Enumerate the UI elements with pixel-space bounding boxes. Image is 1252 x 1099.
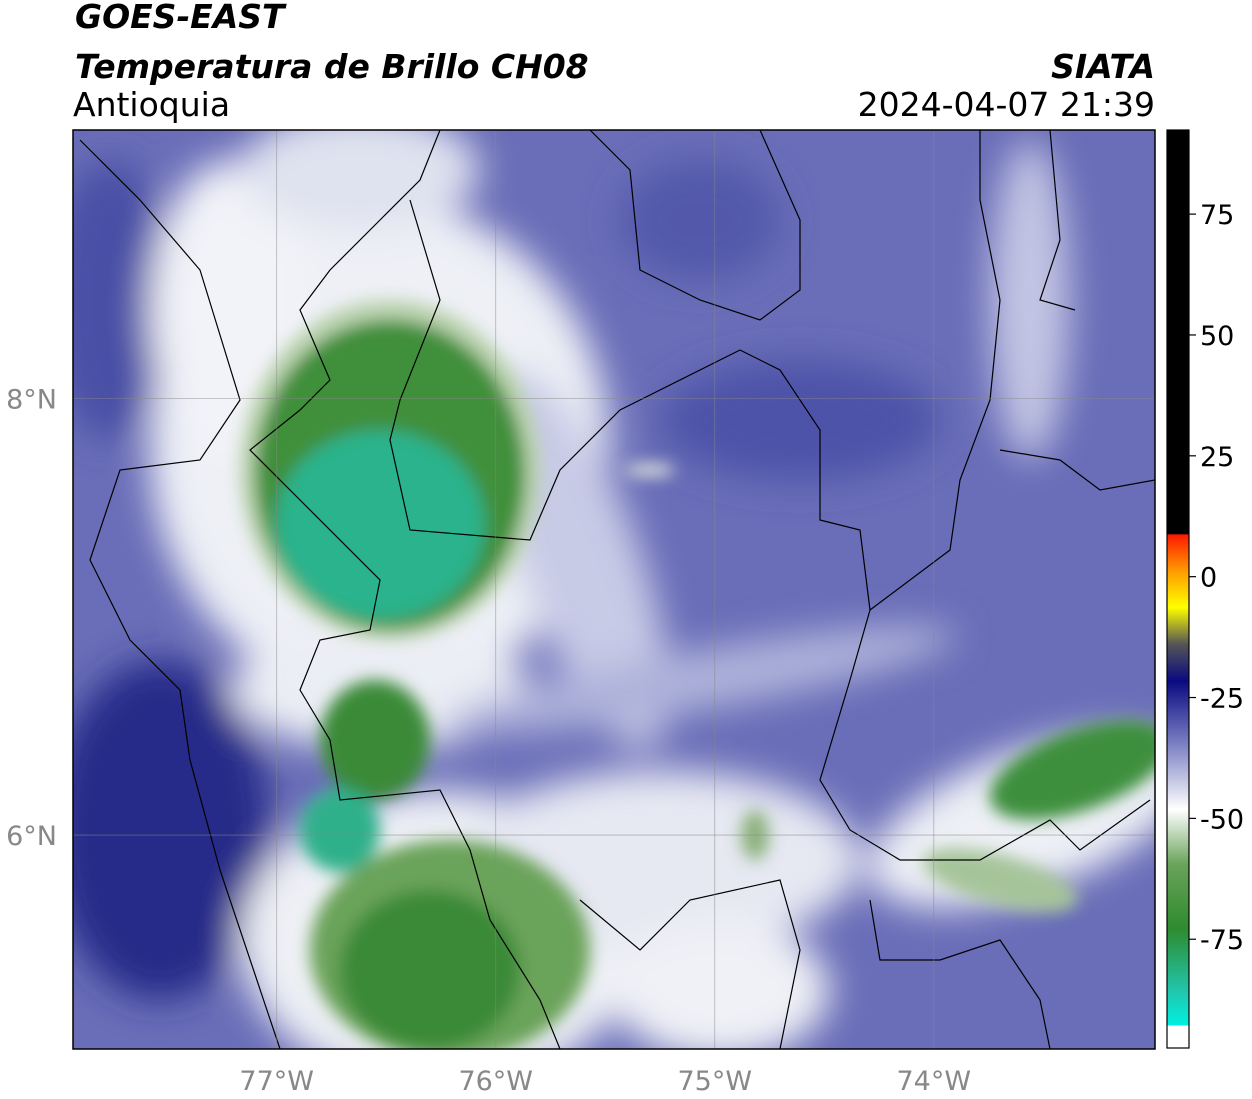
colorbar-tick-label: 75 — [1200, 200, 1234, 231]
x-tick-label: 74°W — [897, 1066, 972, 1097]
graticule — [73, 130, 1155, 1049]
colorbar-tick-label: 25 — [1200, 442, 1234, 473]
title: GOES-EAST — [75, 0, 287, 36]
subtitle: Temperatura de Brillo CH08 — [75, 47, 589, 86]
colorbar-ticks: 75 50 25 0 -25 -50 -75 — [1189, 200, 1244, 956]
y-tick-label: 8°N — [6, 384, 57, 415]
colorbar — [1166, 129, 1190, 1049]
satellite-image — [73, 130, 1155, 1049]
boundaries — [79, 130, 1155, 1049]
map-frame — [72, 129, 1156, 1050]
colorbar-tick-label: -50 — [1200, 804, 1244, 835]
colorbar-tick-label: -75 — [1200, 925, 1244, 956]
x-tick-label: 75°W — [677, 1066, 752, 1097]
x-tick-label: 77°W — [239, 1066, 314, 1097]
timestamp: 2024-04-07 21:39 — [858, 85, 1155, 124]
y-tick-label: 6°N — [6, 821, 57, 852]
colorbar-tick-label: -25 — [1200, 684, 1244, 715]
colorbar-tick-label: 50 — [1200, 321, 1234, 352]
region: Antioquia — [73, 85, 230, 124]
x-tick-label: 76°W — [458, 1066, 533, 1097]
source: SIATA — [1051, 47, 1155, 86]
colorbar-tick-label: 0 — [1200, 563, 1217, 594]
